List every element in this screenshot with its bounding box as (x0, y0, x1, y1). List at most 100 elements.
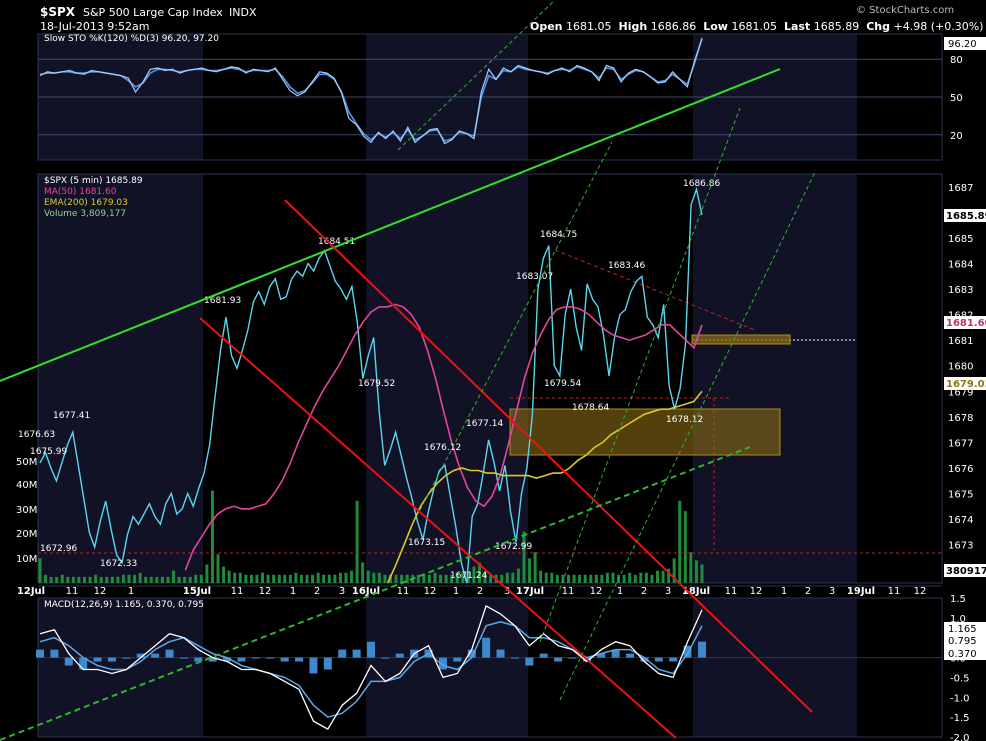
volume-bar (400, 574, 404, 583)
macd-histogram-bar (352, 649, 361, 658)
panel-border-macd (37, 597, 943, 738)
green-dashed-channel (419, 141, 613, 511)
macd-tick-label: -2.0 (950, 733, 970, 741)
volume-bar (66, 576, 70, 583)
volume-bar (594, 574, 598, 583)
price-annotation: 1679.54 (544, 379, 581, 389)
volume-bar (383, 574, 387, 583)
price-annotation: 1683.46 (608, 261, 645, 271)
volume-bar (683, 511, 687, 583)
volume-bar (600, 574, 604, 583)
volume-bar (283, 574, 287, 583)
volume-bar (88, 576, 92, 583)
macd-histogram-bar (453, 657, 462, 662)
macd-value-label: 1.165 (948, 624, 977, 635)
price-annotation: 1684.51 (318, 237, 355, 247)
volume-bar (216, 554, 220, 583)
macd-legend: MACD(12,26,9) 1.165, 0.370, 0.795 (44, 600, 204, 610)
macd-histogram-bar (554, 657, 563, 662)
volume-bar (227, 570, 231, 583)
macd-histogram-bar (438, 657, 447, 670)
volume-bar (372, 572, 376, 583)
watermark: © StockCharts.com (856, 5, 955, 16)
macd-histogram-bar (338, 649, 347, 658)
session-shade (693, 174, 857, 583)
volume-bar (205, 564, 209, 583)
volume-bar (444, 574, 448, 583)
volume-bar (155, 576, 159, 583)
volume-bar (689, 552, 693, 583)
volume-bar (288, 574, 292, 583)
volume-bar (539, 570, 543, 583)
volume-bar (472, 566, 476, 583)
last-price-label: 1685.89 (946, 211, 986, 222)
macd-value-label: 0.795 (948, 636, 977, 647)
volume-bar (311, 574, 315, 583)
volume-value-label: 3809177 (946, 566, 986, 577)
price-tick-label: 1684 (948, 259, 973, 270)
x-tick-label: 12 (914, 586, 927, 597)
volume-bar (533, 552, 537, 583)
volume-bar (550, 572, 554, 583)
index-name: S&P 500 Large Cap Index (83, 6, 223, 19)
sto-legend: Slow STO %K(120) %D(3) 96.20, 97.20 (44, 34, 219, 44)
volume-bar (511, 572, 515, 583)
sto-last-label: 96.20 (948, 39, 977, 50)
volume-bar (455, 572, 459, 583)
price-annotation: 1673.15 (408, 538, 445, 548)
price-annotation: 1681.93 (204, 296, 241, 306)
x-tick-label: 3 (829, 586, 835, 597)
macd-histogram-bar (295, 657, 304, 662)
volume-bar (661, 570, 665, 583)
x-tick-label: 2 (805, 586, 811, 597)
volume-bar (183, 576, 187, 583)
price-annotation: 1671.24 (450, 571, 487, 581)
macd-histogram-bar (93, 657, 102, 662)
volume-bar (272, 574, 276, 583)
price-annotation: 1678.12 (666, 415, 703, 425)
low-label: Low (703, 20, 728, 33)
x-tick-label: 1 (128, 586, 134, 597)
price-annotation: 1672.99 (495, 542, 532, 552)
volume-bar (149, 576, 153, 583)
volume-bar (194, 574, 198, 583)
green-dashed-support (0, 446, 751, 741)
price-annotation: 1675.99 (30, 447, 67, 457)
volume-bar (628, 572, 632, 583)
volume-bar (261, 572, 265, 583)
volume-bar (505, 572, 509, 583)
macd-histogram-bar (510, 657, 519, 659)
volume-bar (233, 572, 237, 583)
volume-bar (377, 572, 381, 583)
volume-bar (650, 574, 654, 583)
volume-bar (672, 558, 676, 583)
price-tick-label: 1678 (948, 413, 973, 424)
demand-zone-box (509, 408, 781, 456)
macd-histogram-bar (50, 649, 59, 658)
volume-value-label-badge (944, 564, 986, 577)
volume-bar (60, 574, 64, 583)
x-tick-label: 11 (231, 586, 244, 597)
macd-histogram-bar (266, 657, 275, 659)
ema200-value-label: 1679.03 (946, 379, 986, 390)
volume-bar (94, 574, 98, 583)
x-tick-label: 15Jul (183, 586, 211, 597)
macd-histogram-bar (626, 653, 635, 658)
x-tick-label: 2 (477, 586, 483, 597)
volume-bar (199, 574, 203, 583)
macd-histogram-bar (179, 657, 188, 659)
volume-bar (244, 574, 248, 583)
chg-label: Chg (866, 20, 890, 33)
ma50-line (184, 303, 703, 571)
volume-bar (605, 572, 609, 583)
price-annotation: 1686.86 (683, 179, 720, 189)
x-tick-label: 3 (665, 586, 671, 597)
price-annotation: 1678.64 (572, 403, 609, 413)
volume-bar (333, 574, 337, 583)
macd-histogram-bar (309, 657, 318, 674)
volume-bar (572, 574, 576, 583)
volume-bar (433, 572, 437, 583)
macd-histogram-bar (669, 657, 678, 662)
x-tick-label: 2 (314, 586, 320, 597)
price-tick-label: 1681 (948, 336, 973, 347)
